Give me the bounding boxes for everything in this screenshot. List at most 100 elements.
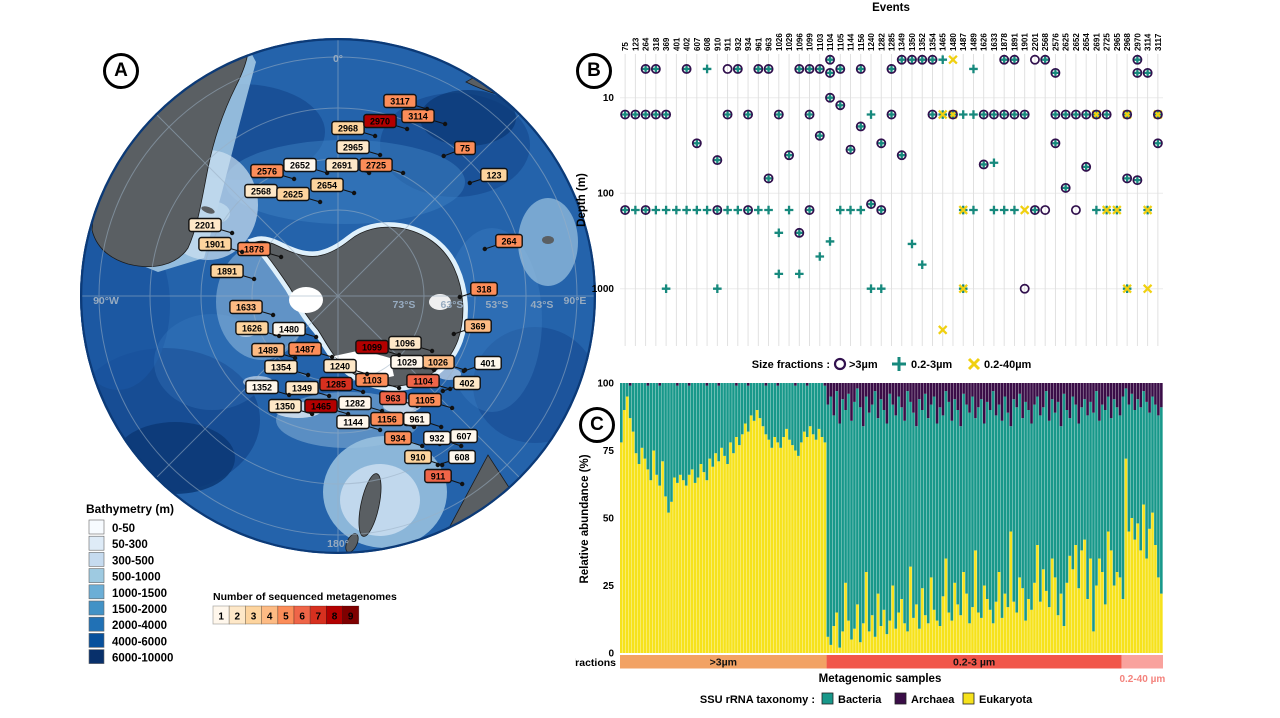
scatter-point — [1132, 175, 1143, 186]
graticule-label: 73°S — [393, 299, 416, 311]
taxa-bar-archaea — [935, 383, 939, 424]
depth-tick-label: 100 — [597, 189, 614, 200]
stacked-bars — [620, 383, 1163, 653]
taxa-bar-bacteria — [1042, 407, 1045, 570]
scatter-point — [712, 155, 723, 166]
event-label: 910 — [713, 37, 722, 51]
taxa-bar-archaea — [1101, 383, 1104, 405]
event-label: 1480 — [949, 33, 958, 51]
metagenome-count-value: 7 — [316, 612, 322, 623]
taxa-bar-bacteria — [1142, 391, 1145, 505]
scatter-point — [969, 110, 978, 119]
taxa-bar-bacteria — [1127, 404, 1131, 532]
taxa-bar-eukaryota — [1042, 569, 1045, 653]
scatter-point — [774, 228, 784, 238]
taxa-bar-eukaryota — [628, 418, 632, 653]
event-label: 2970 — [1133, 33, 1142, 51]
scatter-point — [886, 109, 897, 120]
taxa-bar-bacteria — [735, 385, 738, 437]
scatter-point — [773, 109, 784, 120]
taxa-bar-bacteria — [802, 383, 806, 432]
taxa-bar-eukaryota — [1121, 599, 1125, 653]
event-label: 2968 — [1123, 33, 1132, 51]
graticule-label: 180° — [327, 538, 349, 550]
station-badge — [325, 157, 359, 173]
taxa-bar-bacteria — [932, 396, 936, 610]
taxa-bar-eukaryota — [693, 482, 697, 653]
taxa-bar-bacteria — [1036, 396, 1039, 545]
taxa-bar-archaea — [1130, 383, 1134, 394]
taxa-bar-bacteria — [755, 383, 759, 410]
taxa-bar-eukaryota — [1145, 558, 1148, 653]
taxa-bar-eukaryota — [1021, 588, 1024, 653]
taxa-bar-eukaryota — [912, 617, 915, 653]
taxa-bar-bacteria — [764, 385, 768, 435]
taxa-bar-eukaryota — [1098, 558, 1101, 653]
taxa-bar-archaea — [1053, 383, 1057, 413]
taxa-bar-eukaryota — [932, 609, 936, 653]
scatter-point — [814, 130, 825, 141]
station-badge — [304, 398, 338, 414]
station-badge — [495, 233, 523, 249]
station-label: 1465 — [311, 402, 331, 412]
station-badge — [404, 449, 432, 465]
taxa-bar-eukaryota — [950, 620, 954, 653]
taxa-bar-archaea — [912, 383, 915, 413]
taxa-bar-eukaryota — [959, 615, 962, 653]
taxa-bar-archaea — [897, 383, 901, 397]
taxa-bar-bacteria — [1071, 396, 1075, 570]
taxa-bar-bacteria — [1154, 404, 1157, 545]
taxa-bar-bacteria — [929, 404, 933, 578]
taxa-bar-bacteria — [652, 383, 656, 451]
scatter-point — [1040, 54, 1051, 65]
taxa-bar-bacteria — [1009, 426, 1013, 532]
taxa-bar-archaea — [926, 383, 930, 419]
event-label: 1144 — [847, 33, 856, 51]
bars-axis: 0 25 50 75 100 — [597, 379, 614, 660]
bathymetry-range-label: 500-1000 — [112, 572, 161, 584]
taxa-bar-eukaryota — [962, 572, 965, 653]
taxa-bar-eukaryota — [770, 447, 774, 653]
event-label: 1285 — [888, 33, 897, 51]
taxa-bar-archaea — [932, 383, 936, 397]
scatter-point — [896, 54, 907, 65]
taxa-bar-eukaryota — [794, 450, 797, 653]
taxa-bar-bacteria — [1086, 415, 1089, 599]
taxa-bar-archaea — [1151, 383, 1154, 397]
taxa-bar-bacteria — [977, 407, 980, 613]
station-badge — [454, 140, 477, 156]
taxa-bar-eukaryota — [620, 442, 623, 653]
scatter-point — [640, 109, 651, 120]
graticule-label: 0° — [333, 53, 343, 65]
event-label: 1282 — [877, 33, 886, 51]
metagenome-legend-title: Number of sequenced metagenomes — [213, 591, 397, 603]
taxa-bar-bacteria — [717, 385, 720, 462]
metagenome-count-value: 9 — [348, 612, 354, 623]
event-label: 264 — [642, 37, 651, 51]
station-dot — [251, 276, 257, 282]
station-label: 1156 — [377, 415, 397, 425]
station-badge — [188, 217, 222, 233]
taxa-bar-eukaryota — [921, 588, 924, 653]
taxa-bar-eukaryota — [681, 480, 685, 653]
taxa-bar-eukaryota — [679, 474, 682, 653]
taxa-bar-eukaryota — [1071, 569, 1075, 653]
taxa-bar-eukaryota — [1133, 539, 1137, 653]
scatter-point — [999, 54, 1010, 65]
taxa-bar-bacteria — [826, 404, 830, 637]
station-dot — [329, 354, 335, 360]
taxa-bar-bacteria — [953, 399, 957, 583]
station-badge — [355, 372, 389, 388]
taxa-bar-eukaryota — [705, 480, 709, 653]
station-dot — [440, 388, 445, 394]
taxa-bar-bacteria — [829, 396, 833, 645]
taxa-bar-archaea — [717, 383, 720, 386]
scatter-point — [651, 205, 661, 215]
taxa-bar-eukaryota — [841, 631, 844, 653]
taxa-bar-archaea — [1127, 383, 1131, 405]
taxa-bar-eukaryota — [1136, 523, 1140, 653]
station-label: 75 — [460, 144, 470, 154]
band-label-below: 0.2-40 µm — [1119, 674, 1165, 685]
taxa-bar-bacteria — [847, 393, 850, 621]
taxa-bar-bacteria — [1089, 401, 1092, 559]
